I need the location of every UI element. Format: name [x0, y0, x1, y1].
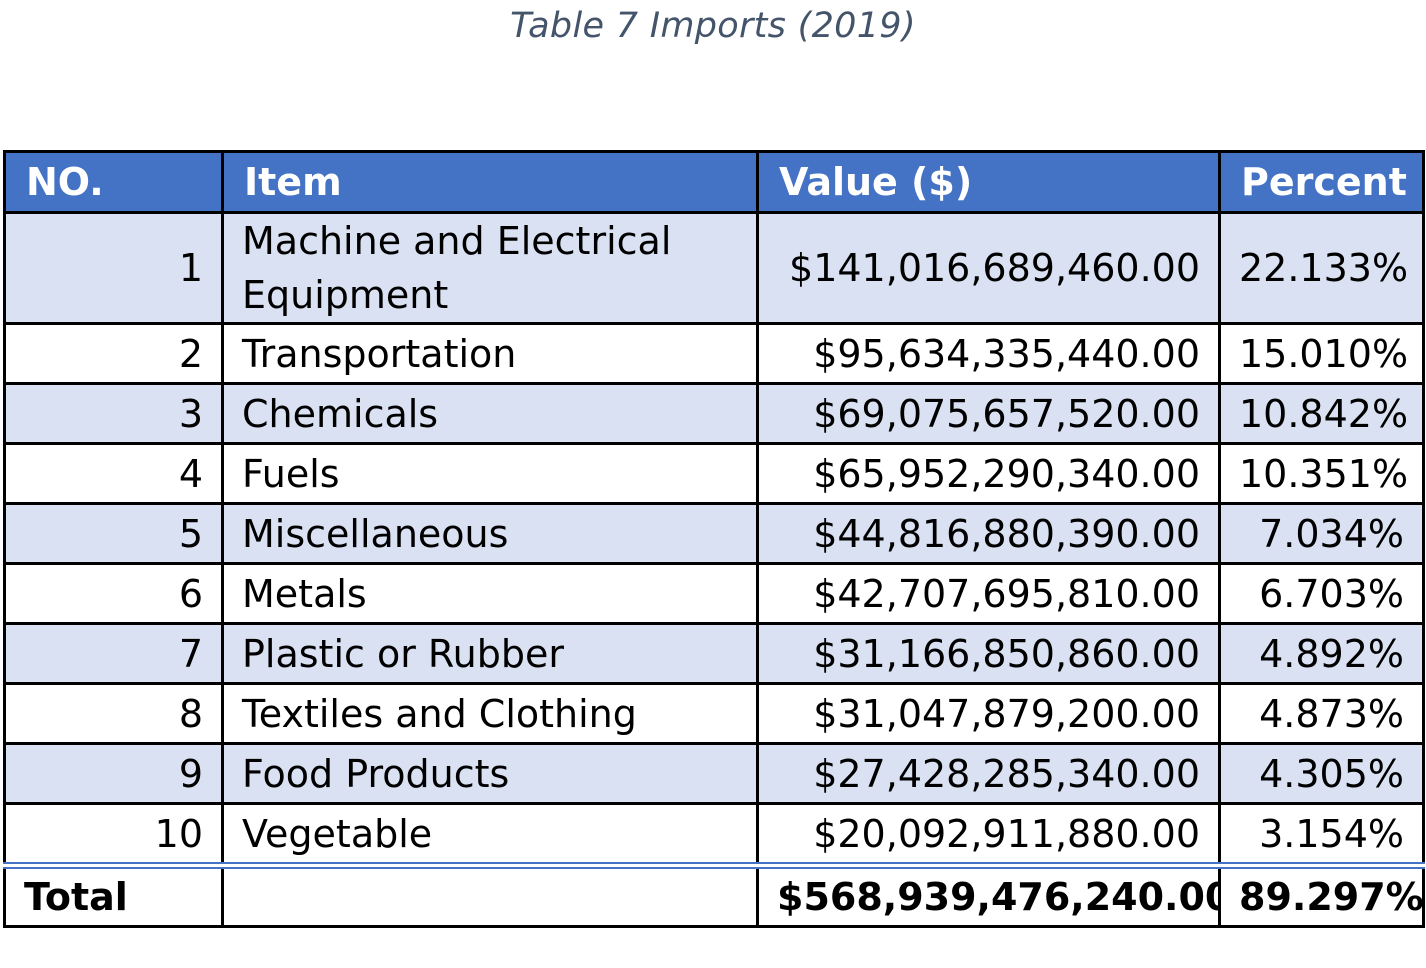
- cell-percent: 4.873%: [1218, 682, 1425, 745]
- header-row: NO. Item Value ($) Percent: [3, 150, 1425, 214]
- cell-value: $141,016,689,460.00: [756, 211, 1221, 325]
- column-header-no: NO.: [3, 150, 224, 214]
- cell-percent: 22.133%: [1218, 211, 1425, 325]
- cell-value: $95,634,335,440.00: [756, 322, 1221, 385]
- cell-value: $65,952,290,340.00: [756, 442, 1221, 505]
- cell-percent: 6.703%: [1218, 562, 1425, 625]
- cell-no: 1: [3, 211, 224, 325]
- cell-no: 6: [3, 562, 224, 625]
- cell-value: $31,047,879,200.00: [756, 682, 1221, 745]
- table-row: 9 Food Products $27,428,285,340.00 4.305…: [3, 742, 1425, 805]
- cell-no: 9: [3, 742, 224, 805]
- table-row: 5 Miscellaneous $44,816,880,390.00 7.034…: [3, 502, 1425, 565]
- total-percent: 89.297%: [1218, 862, 1425, 928]
- cell-percent: 3.154%: [1218, 802, 1425, 867]
- total-row: Total $568,939,476,240.00 89.297%: [3, 862, 1425, 928]
- cell-item: Miscellaneous: [221, 502, 759, 565]
- cell-no: 10: [3, 802, 224, 867]
- cell-item: Food Products: [221, 742, 759, 805]
- cell-value: $31,166,850,860.00: [756, 622, 1221, 685]
- cell-no: 7: [3, 622, 224, 685]
- cell-item: Textiles and Clothing: [221, 682, 759, 745]
- cell-no: 5: [3, 502, 224, 565]
- total-value: $568,939,476,240.00: [756, 862, 1221, 928]
- cell-item: Machine and Electrical Equipment: [221, 211, 759, 325]
- cell-percent: 4.892%: [1218, 622, 1425, 685]
- table-row: 8 Textiles and Clothing $31,047,879,200.…: [3, 682, 1425, 745]
- cell-value: $69,075,657,520.00: [756, 382, 1221, 445]
- cell-percent: 10.842%: [1218, 382, 1425, 445]
- table-row: 4 Fuels $65,952,290,340.00 10.351%: [3, 442, 1425, 505]
- table-row: 1 Machine and Electrical Equipment $141,…: [3, 211, 1425, 325]
- cell-percent: 7.034%: [1218, 502, 1425, 565]
- cell-no: 4: [3, 442, 224, 505]
- total-label: Total: [3, 862, 224, 928]
- cell-item: Plastic or Rubber: [221, 622, 759, 685]
- column-header-item: Item: [221, 150, 759, 214]
- cell-item: Metals: [221, 562, 759, 625]
- cell-value: $20,092,911,880.00: [756, 802, 1221, 867]
- cell-percent: 15.010%: [1218, 322, 1425, 385]
- imports-table: NO. Item Value ($) Percent 1 Machine and…: [3, 150, 1425, 928]
- table-row: 3 Chemicals $69,075,657,520.00 10.842%: [3, 382, 1425, 445]
- cell-percent: 10.351%: [1218, 442, 1425, 505]
- table-row: 10 Vegetable $20,092,911,880.00 3.154%: [3, 802, 1425, 867]
- cell-value: $27,428,285,340.00: [756, 742, 1221, 805]
- column-header-value: Value ($): [756, 150, 1221, 214]
- table-caption: Table 7 Imports (2019): [510, 6, 916, 46]
- total-item-cell: [221, 862, 759, 928]
- cell-no: 2: [3, 322, 224, 385]
- table-row: 6 Metals $42,707,695,810.00 6.703%: [3, 562, 1425, 625]
- column-header-percent: Percent: [1218, 150, 1425, 214]
- cell-value: $44,816,880,390.00: [756, 502, 1221, 565]
- table-row: 2 Transportation $95,634,335,440.00 15.0…: [3, 322, 1425, 385]
- cell-item: Transportation: [221, 322, 759, 385]
- cell-item: Chemicals: [221, 382, 759, 445]
- cell-item: Fuels: [221, 442, 759, 505]
- cell-no: 3: [3, 382, 224, 445]
- cell-percent: 4.305%: [1218, 742, 1425, 805]
- cell-no: 8: [3, 682, 224, 745]
- table-row: 7 Plastic or Rubber $31,166,850,860.00 4…: [3, 622, 1425, 685]
- cell-value: $42,707,695,810.00: [756, 562, 1221, 625]
- cell-item: Vegetable: [221, 802, 759, 867]
